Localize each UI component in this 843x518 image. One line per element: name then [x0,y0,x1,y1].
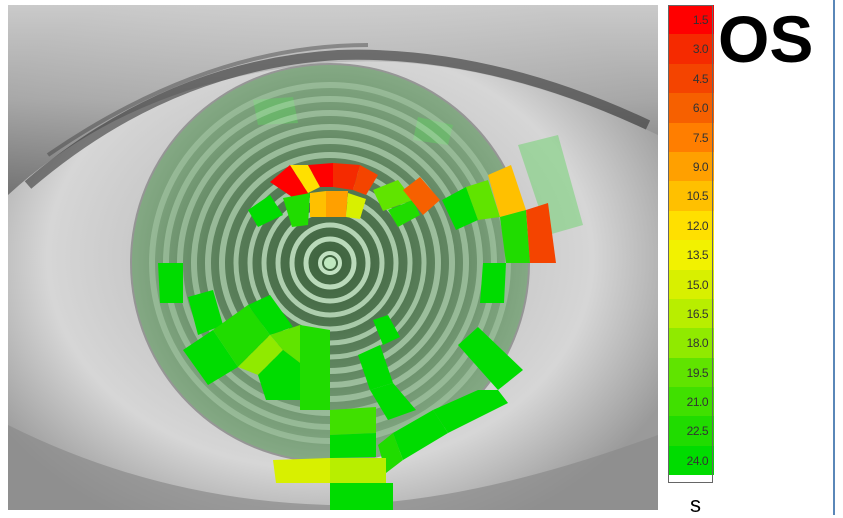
scale-cell: 6.0 [668,93,714,123]
scale-cell: 21.0 [668,387,714,417]
scale-cell: 13.5 [668,240,714,270]
scale-cell: 24.0 [668,445,714,476]
scale-cell: 16.5 [668,298,714,329]
placido-overlay [253,97,583,235]
scale-cell: 3.0 [668,34,714,64]
eyelashes [24,49,651,189]
scale-cell: 10.5 [668,181,714,211]
scale-label: 10.5 [686,189,709,204]
scale-cell: 9.0 [668,151,714,182]
scale-label: 18.0 [686,336,709,351]
scale-label: 12.0 [686,218,709,233]
breakup-segments [158,163,556,510]
lower-eyelid [8,425,658,510]
scale-label: 15.0 [686,277,709,292]
scale-cell: 7.5 [668,122,714,152]
scale-label: 9.0 [692,159,709,174]
scale-label: 21.0 [686,395,709,410]
eye-image-with-tear-film-map [8,5,658,510]
unit-label: s [690,492,701,517]
scale-cell: 18.0 [668,328,714,358]
scale-label: 16.5 [686,306,709,321]
scale-label: 6.0 [692,101,709,116]
scale-label: 24.0 [686,453,709,468]
right-border [833,0,835,515]
color-scale: 1.5 3.0 4.5 6.0 7.5 9.0 10.5 12.0 13.5 15.0 16.5 18… [668,5,714,476]
scale-cell: 22.5 [668,416,714,446]
scale-label: 7.5 [692,130,709,145]
scale-label: 1.5 [692,13,709,27]
scale-label: 19.5 [686,365,709,380]
upper-eyelid [8,5,658,195]
eye-label: OS [718,2,814,76]
scale-cell: 4.5 [668,63,714,94]
scale-cell: 12.0 [668,210,714,241]
scale-label: 22.5 [686,424,709,439]
scale-cell: 1.5 [668,5,714,35]
scale-label: 13.5 [686,248,709,263]
scale-label: 4.5 [692,71,709,86]
scale-cell: 19.5 [668,357,714,388]
scale-label: 3.0 [692,42,709,57]
scale-cell: 15.0 [668,269,714,299]
